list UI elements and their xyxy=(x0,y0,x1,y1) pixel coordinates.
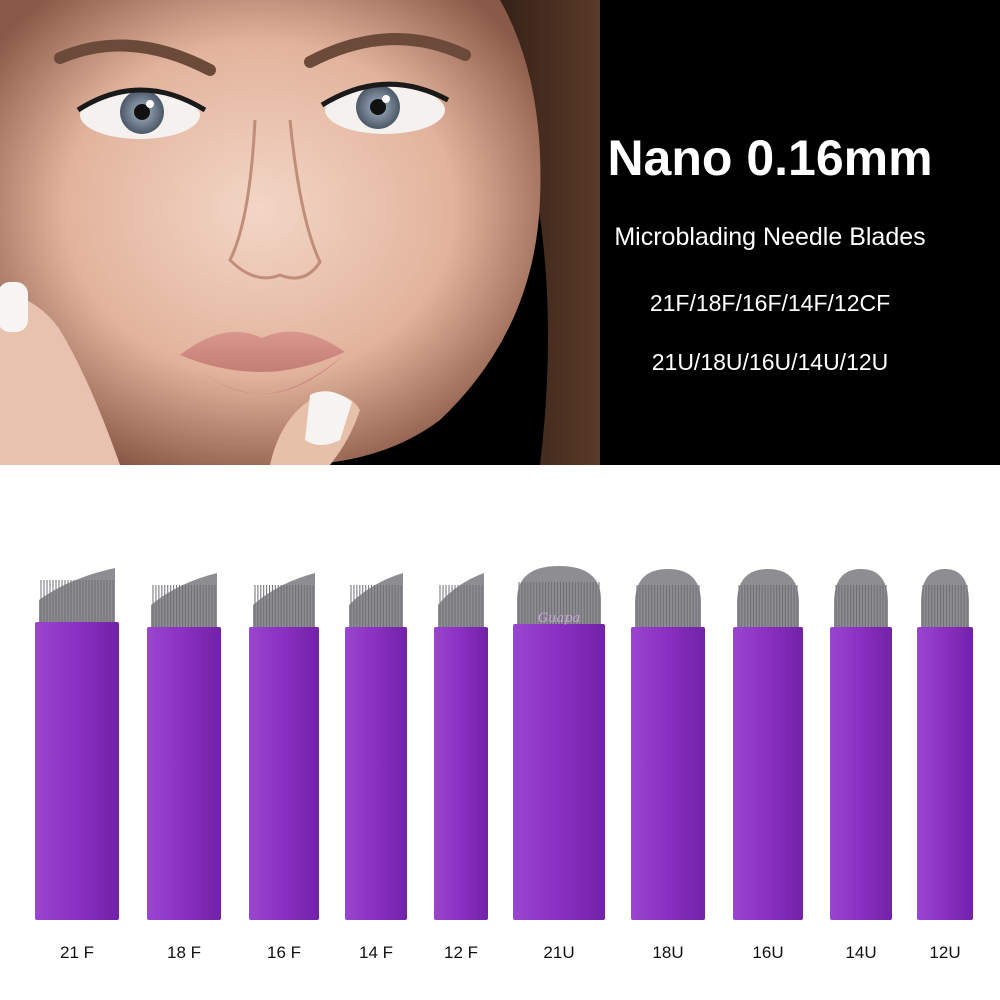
blade-label: 16U xyxy=(752,943,784,962)
product-subtitle: Microblading Needle Blades xyxy=(614,223,926,251)
blade-body xyxy=(513,624,605,920)
product-title: Nano 0.16mm xyxy=(607,130,933,186)
nose-shape xyxy=(228,119,322,280)
blade-21f xyxy=(35,568,119,920)
blade-label: 14U xyxy=(845,943,877,962)
blade-body xyxy=(345,627,407,920)
blade-body xyxy=(631,627,705,920)
needle-head xyxy=(635,569,701,633)
blade-label: 12U xyxy=(929,943,961,962)
right-eyebrow xyxy=(304,33,471,68)
blade-12u xyxy=(917,569,973,920)
blade-label: 18 F xyxy=(166,943,202,962)
blade-body xyxy=(917,627,973,920)
blade-label: 14 F xyxy=(358,943,394,962)
blade-label: 21U xyxy=(543,943,575,962)
blade-body xyxy=(249,627,319,920)
blade-18f xyxy=(147,573,221,920)
hair-shape xyxy=(470,0,600,465)
left-eyebrow xyxy=(54,39,216,76)
blade-14u xyxy=(830,569,892,920)
blade-body xyxy=(830,627,892,920)
hero-banner: Nano 0.16mm Microblading Needle Blades 2… xyxy=(0,0,1000,465)
blade-body xyxy=(434,627,488,920)
blade-body xyxy=(35,622,119,920)
blade-12f xyxy=(434,573,488,920)
blade-16f xyxy=(249,573,319,920)
needle-head xyxy=(517,566,601,630)
upper-lip xyxy=(180,331,345,372)
flex-model-list: 21F/18F/16F/14F/12CF xyxy=(649,290,891,316)
needle-head xyxy=(151,573,217,633)
blade-21u xyxy=(513,566,605,920)
blade-16u xyxy=(733,569,803,920)
u-model-list: 21U/18U/16U/14U/12U xyxy=(651,349,889,375)
hand-shape xyxy=(0,290,120,465)
blade-label: 18U xyxy=(652,943,684,962)
blade-14f xyxy=(345,573,407,920)
blade-label: 12 F xyxy=(443,943,479,962)
model-face-image xyxy=(0,0,600,465)
blade-label: 16 F xyxy=(266,943,302,962)
blade-label: 21 F xyxy=(59,943,95,962)
fingernail xyxy=(305,391,352,445)
blade-body xyxy=(733,627,803,920)
needle-head xyxy=(921,569,969,633)
brand-watermark: Guapa xyxy=(538,611,581,626)
blade-lineup: Guapa xyxy=(35,566,973,920)
blade-18u xyxy=(631,569,705,920)
blade-body xyxy=(147,627,221,920)
